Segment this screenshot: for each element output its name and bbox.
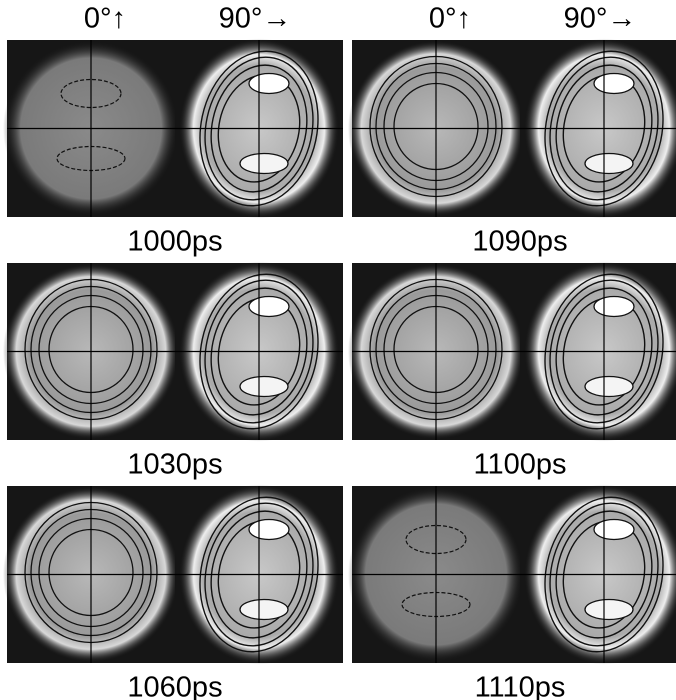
hot-spot bbox=[249, 520, 289, 540]
hot-spot bbox=[594, 74, 634, 94]
hot-spot bbox=[249, 74, 289, 94]
panel: 1000ps bbox=[3, 39, 343, 258]
panel: 1030ps bbox=[3, 262, 343, 481]
header: 90°→ bbox=[219, 3, 292, 35]
panel: 1100ps bbox=[348, 262, 676, 481]
hot-spot bbox=[594, 297, 634, 317]
hot-spot bbox=[585, 600, 633, 620]
panel-label: 1090ps bbox=[472, 226, 567, 258]
hot-spot bbox=[240, 600, 288, 620]
hot-spot bbox=[585, 377, 633, 397]
panel-label: 1000ps bbox=[127, 226, 222, 258]
header: 90°→ bbox=[564, 3, 637, 35]
panel: 1090ps bbox=[348, 39, 676, 258]
panel-label: 1060ps bbox=[127, 672, 222, 700]
hot-spot bbox=[240, 154, 288, 174]
hot-spot bbox=[585, 154, 633, 174]
hot-spot bbox=[594, 520, 634, 540]
hot-spot bbox=[249, 297, 289, 317]
header: 0°↑ bbox=[84, 3, 126, 35]
panel-label: 1030ps bbox=[127, 449, 222, 481]
panel-label: 1110ps bbox=[475, 672, 566, 700]
figure: 0°↑ 90°→ 0°↑ 90°→ 1000ps 1030ps 1060ps 1090… bbox=[0, 0, 676, 700]
panel: 1110ps bbox=[348, 485, 676, 700]
panel-label: 1100ps bbox=[474, 449, 567, 481]
header: 0°↑ bbox=[429, 3, 471, 35]
hot-spot bbox=[240, 377, 288, 397]
panel: 1060ps bbox=[3, 485, 343, 700]
